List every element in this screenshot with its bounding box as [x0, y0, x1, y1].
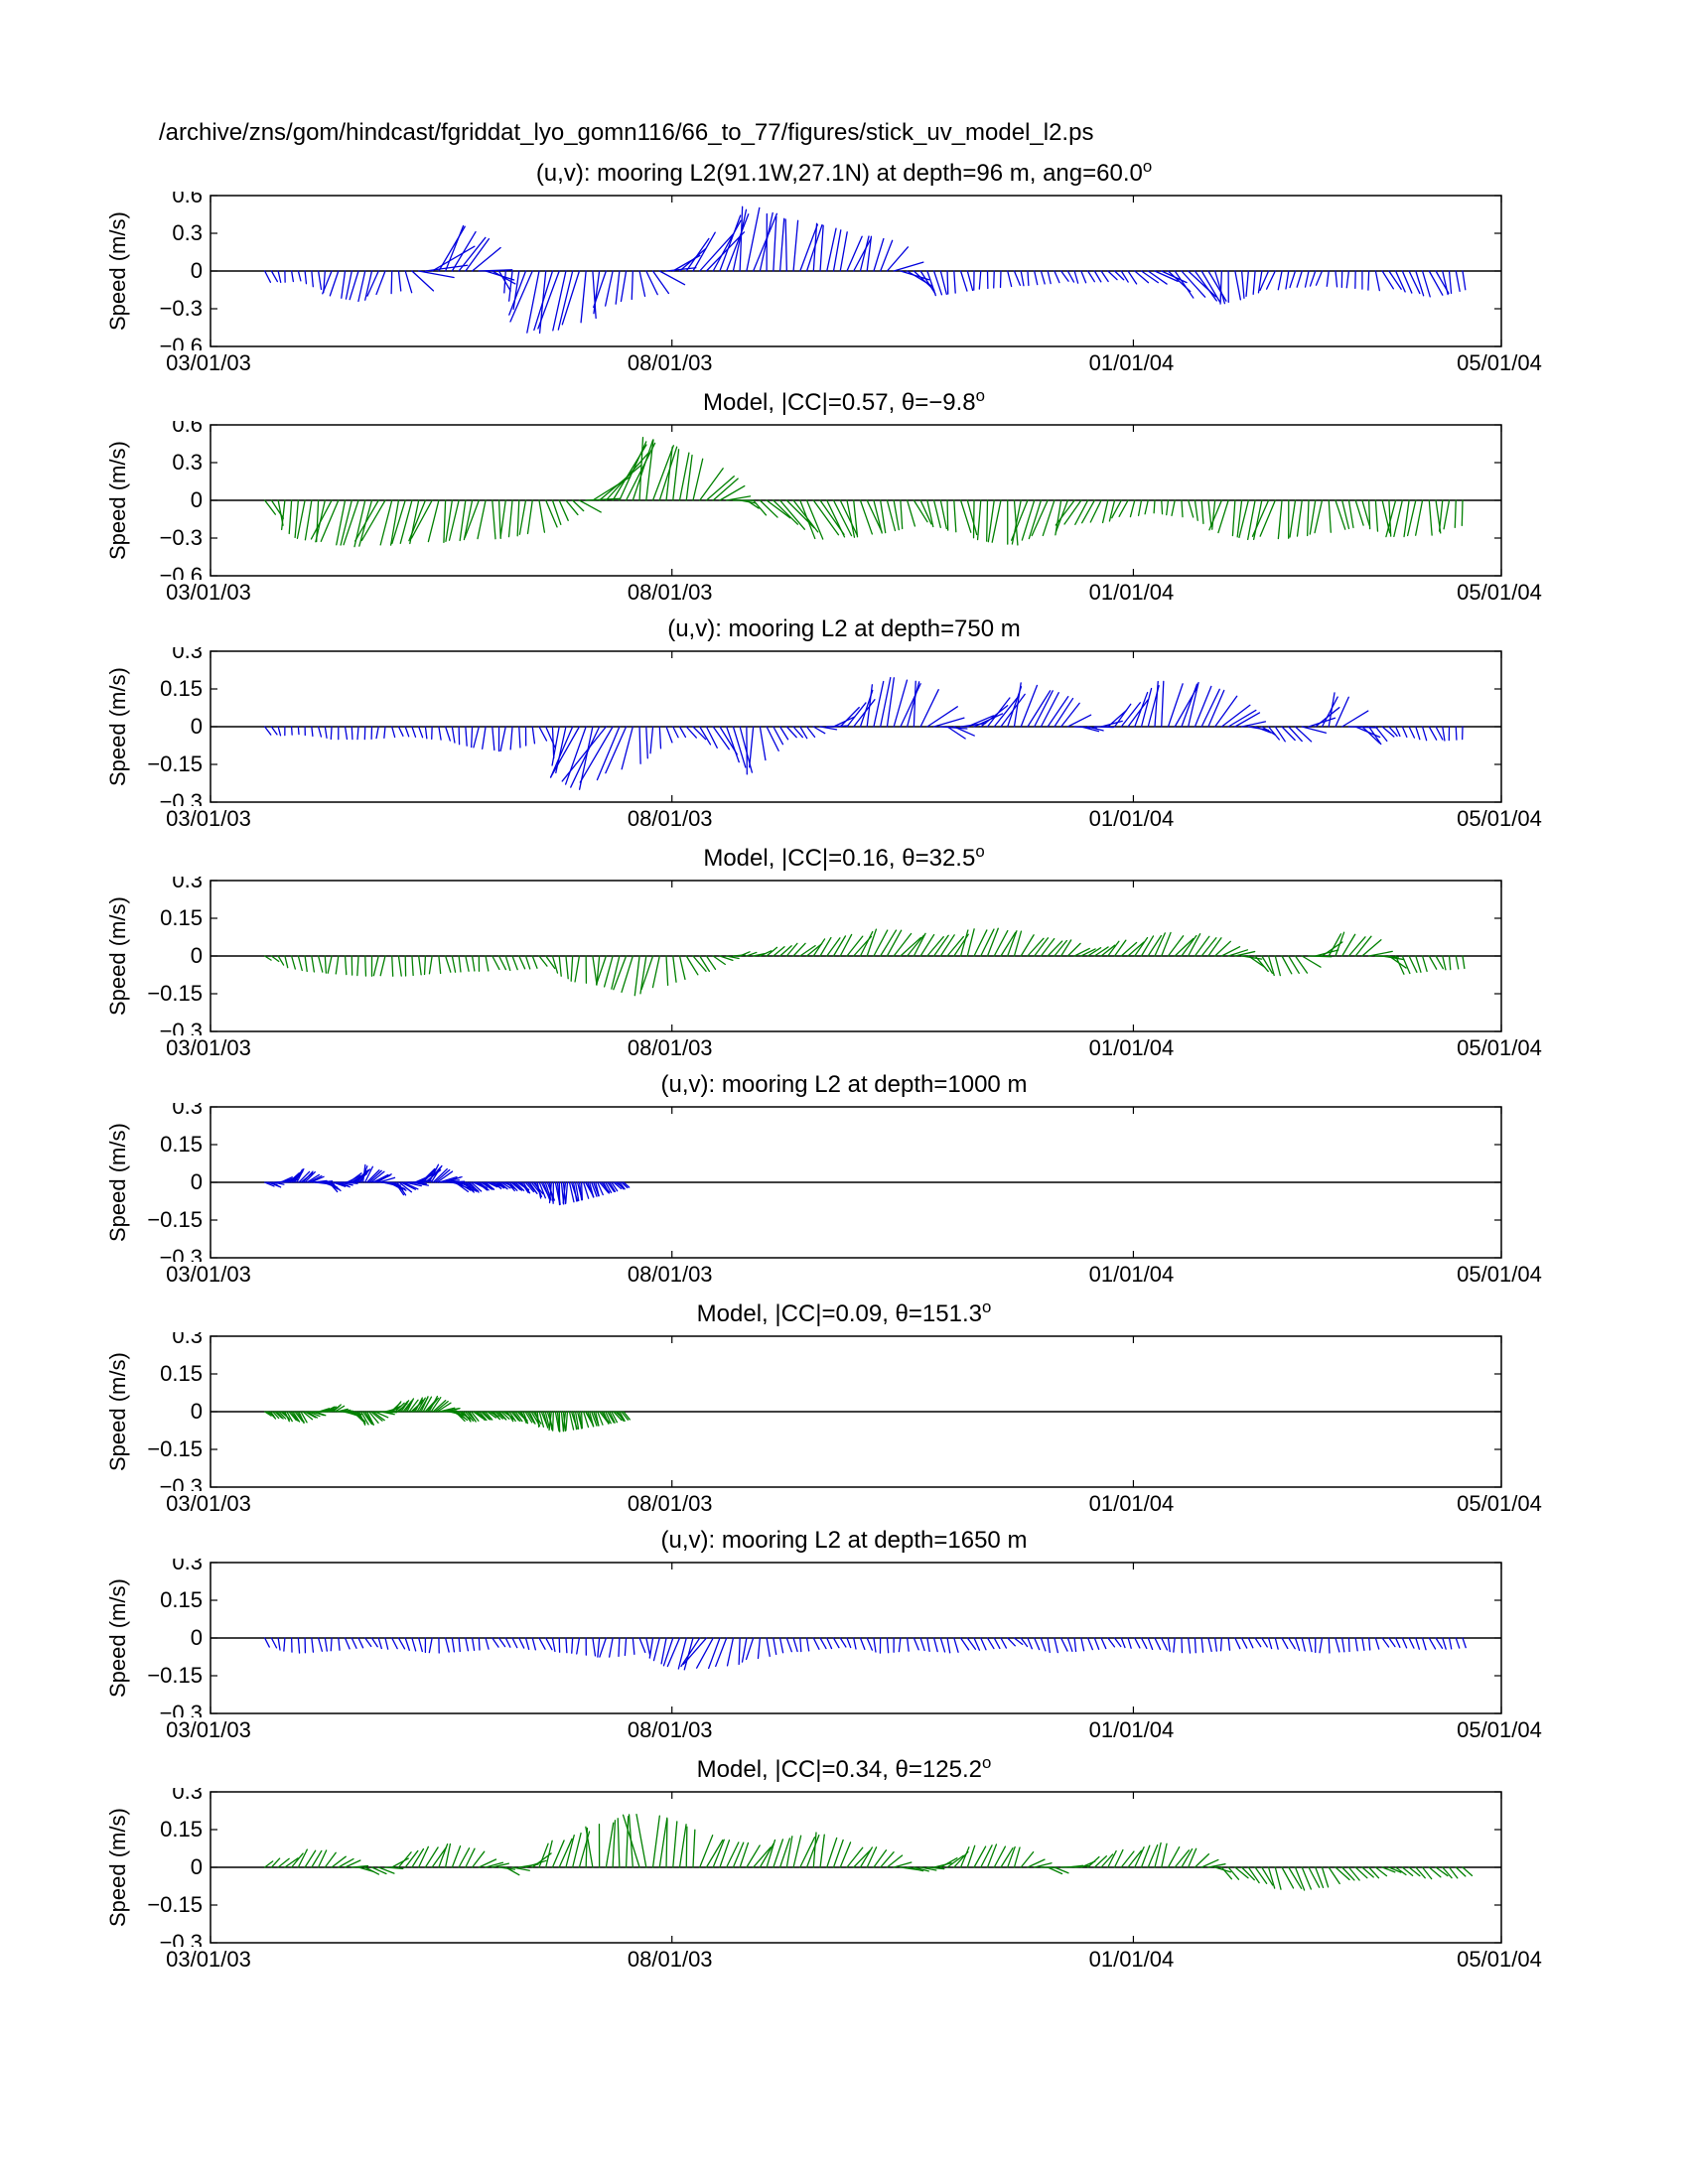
panel-title: Model, |CC|=0.09, θ=151.3o: [99, 1297, 1589, 1328]
svg-text:0: 0: [191, 1625, 203, 1650]
svg-text:−0.3: −0.3: [160, 1019, 203, 1035]
stick-plot: −0.6 −0.3 0 0.3 0.6: [141, 421, 1511, 580]
svg-text:0.3: 0.3: [172, 647, 203, 663]
svg-text:0: 0: [191, 258, 203, 283]
panel-title: Model, |CC|=0.57, θ=−9.8o: [99, 386, 1589, 417]
chart-panel: (u,v): mooring L2(91.1W,27.1N) at depth=…: [99, 157, 1589, 378]
svg-text:0: 0: [191, 1169, 203, 1194]
chart-panel: Model, |CC|=0.57, θ=−9.8oSpeed (m/s)−0.6…: [99, 386, 1589, 608]
svg-text:0: 0: [191, 1854, 203, 1879]
svg-text:−0.3: −0.3: [160, 525, 203, 550]
stick-plot: −0.3 −0.15 0 0.15 0.3: [141, 647, 1511, 806]
svg-text:−0.3: −0.3: [160, 296, 203, 321]
svg-text:0.6: 0.6: [172, 192, 203, 207]
stick-plot: −0.3 −0.15 0 0.15 0.3: [141, 1788, 1511, 1947]
x-tick-labels: 03/01/0308/01/0301/01/0405/01/04: [99, 350, 1589, 378]
y-axis-label: Speed (m/s): [99, 192, 141, 350]
svg-text:0.3: 0.3: [172, 1788, 203, 1804]
svg-text:0.6: 0.6: [172, 421, 203, 437]
svg-text:−0.15: −0.15: [147, 1663, 203, 1688]
stick-plot: −0.3 −0.15 0 0.15 0.3: [141, 1559, 1511, 1717]
svg-text:0: 0: [191, 1399, 203, 1424]
svg-text:0.15: 0.15: [160, 905, 203, 930]
svg-text:0.3: 0.3: [172, 450, 203, 475]
svg-text:−0.15: −0.15: [147, 981, 203, 1006]
panel-title: Model, |CC|=0.16, θ=32.5o: [99, 842, 1589, 873]
svg-text:0.15: 0.15: [160, 1587, 203, 1612]
svg-text:0.15: 0.15: [160, 1817, 203, 1842]
stick-plot: −0.3 −0.15 0 0.15 0.3: [141, 1332, 1511, 1491]
stick-plot: −0.3 −0.15 0 0.15 0.3: [141, 877, 1511, 1035]
file-path: /archive/zns/gom/hindcast/fgriddat_lyo_g…: [159, 119, 1589, 147]
panel-title: (u,v): mooring L2 at depth=1650 m: [99, 1527, 1589, 1555]
y-axis-label: Speed (m/s): [99, 1332, 141, 1491]
svg-text:−0.3: −0.3: [160, 1930, 203, 1947]
svg-text:−0.6: −0.6: [160, 334, 203, 350]
panel-title: (u,v): mooring L2 at depth=750 m: [99, 615, 1589, 643]
y-axis-label: Speed (m/s): [99, 1559, 141, 1717]
svg-text:0.3: 0.3: [172, 877, 203, 892]
panel-title: (u,v): mooring L2(91.1W,27.1N) at depth=…: [99, 157, 1589, 188]
chart-panel: Model, |CC|=0.09, θ=151.3oSpeed (m/s)−0.…: [99, 1297, 1589, 1519]
svg-text:0: 0: [191, 943, 203, 968]
panel-title: Model, |CC|=0.34, θ=125.2o: [99, 1753, 1589, 1784]
svg-text:0.15: 0.15: [160, 1361, 203, 1386]
chart-panel: (u,v): mooring L2 at depth=1650 m Speed (…: [99, 1527, 1589, 1745]
svg-text:−0.15: −0.15: [147, 1207, 203, 1232]
svg-text:−0.15: −0.15: [147, 1436, 203, 1461]
x-tick-labels: 03/01/0308/01/0301/01/0405/01/04: [99, 1717, 1589, 1745]
chart-panel: (u,v): mooring L2 at depth=750 m Speed (m…: [99, 615, 1589, 834]
chart-panel: (u,v): mooring L2 at depth=1000 m Speed (…: [99, 1071, 1589, 1290]
chart-panel: Model, |CC|=0.34, θ=125.2oSpeed (m/s)−0.…: [99, 1753, 1589, 1975]
stick-plot: −0.6 −0.3 0 0.3 0.6: [141, 192, 1511, 350]
svg-text:−0.15: −0.15: [147, 1892, 203, 1917]
y-axis-label: Speed (m/s): [99, 877, 141, 1035]
x-tick-labels: 03/01/0308/01/0301/01/0405/01/04: [99, 1262, 1589, 1290]
svg-text:0.15: 0.15: [160, 676, 203, 701]
x-tick-labels: 03/01/0308/01/0301/01/0405/01/04: [99, 1035, 1589, 1063]
svg-text:−0.3: −0.3: [160, 789, 203, 806]
panel-title: (u,v): mooring L2 at depth=1000 m: [99, 1071, 1589, 1099]
svg-text:0.3: 0.3: [172, 1559, 203, 1574]
svg-text:0.3: 0.3: [172, 1332, 203, 1348]
x-tick-labels: 03/01/0308/01/0301/01/0405/01/04: [99, 580, 1589, 608]
x-tick-labels: 03/01/0308/01/0301/01/0405/01/04: [99, 806, 1589, 834]
svg-text:0.3: 0.3: [172, 1103, 203, 1119]
svg-text:0: 0: [191, 714, 203, 739]
svg-text:−0.3: −0.3: [160, 1245, 203, 1262]
x-tick-labels: 03/01/0308/01/0301/01/0405/01/04: [99, 1947, 1589, 1975]
y-axis-label: Speed (m/s): [99, 421, 141, 580]
chart-panel: Model, |CC|=0.16, θ=32.5oSpeed (m/s)−0.3…: [99, 842, 1589, 1063]
svg-text:−0.15: −0.15: [147, 751, 203, 776]
svg-text:0.3: 0.3: [172, 220, 203, 245]
x-tick-labels: 03/01/0308/01/0301/01/0405/01/04: [99, 1491, 1589, 1519]
svg-text:0.15: 0.15: [160, 1132, 203, 1157]
svg-text:−0.6: −0.6: [160, 563, 203, 580]
svg-text:−0.3: −0.3: [160, 1474, 203, 1491]
svg-text:−0.3: −0.3: [160, 1701, 203, 1717]
y-axis-label: Speed (m/s): [99, 647, 141, 806]
svg-text:0: 0: [191, 487, 203, 512]
y-axis-label: Speed (m/s): [99, 1103, 141, 1262]
stick-plot: −0.3 −0.15 0 0.15 0.3: [141, 1103, 1511, 1262]
y-axis-label: Speed (m/s): [99, 1788, 141, 1947]
